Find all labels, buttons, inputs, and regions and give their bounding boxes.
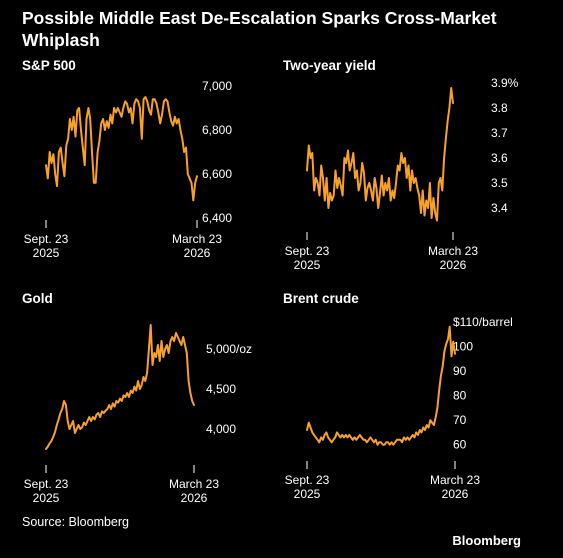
brent-crude-ytick-label-1: 70 bbox=[453, 413, 467, 427]
two-year-yield-ytick-label-4: 3.8 bbox=[491, 101, 508, 115]
brent-crude-ytick-label-3: 90 bbox=[453, 364, 467, 378]
gold-ytick-label-1: 4,500 bbox=[206, 382, 236, 396]
gold-xtick-year-1: 2026 bbox=[181, 491, 208, 505]
sp500-ytick-label-1: 6,600 bbox=[202, 167, 232, 181]
sp500-xtick-label-1: March 23 bbox=[172, 232, 222, 246]
gold-ytick-label-2: 5,000/oz bbox=[206, 342, 252, 356]
two-year-yield-series-line bbox=[306, 87, 454, 222]
brent-crude-xtick-year-1: 2026 bbox=[442, 487, 469, 501]
gold-panel: Gold Sept. 23 2025 March 23 2026 4,000 4,500 5… bbox=[22, 291, 272, 505]
sp500-title: S&P 500 bbox=[22, 58, 76, 73]
brent-crude-xtick-year-0: 2025 bbox=[294, 487, 321, 501]
chart-headline: Possible Middle East De-Escalation Spark… bbox=[22, 8, 497, 50]
source-note: Source: Bloomberg bbox=[22, 515, 130, 529]
sp500-ytick-label-0: 6,400 bbox=[202, 211, 232, 225]
brent-crude-ytick-label-0: 60 bbox=[453, 438, 467, 452]
two-year-yield-ytick-label-3: 3.7 bbox=[491, 126, 508, 140]
two-year-yield-ytick-label-2: 3.6 bbox=[491, 151, 508, 165]
brent-crude-xtick-label-0: Sept. 23 bbox=[285, 473, 330, 487]
brent-crude-panel: Brent crude Sept. 23 2025 March 23 2026 60 70… bbox=[283, 291, 543, 501]
gold-xtick-label-1: March 23 bbox=[169, 477, 219, 491]
brent-crude-title: Brent crude bbox=[283, 291, 359, 306]
sp500-ytick-label-2: 6,800 bbox=[202, 123, 232, 137]
gold-xtick-label-0: Sept. 23 bbox=[24, 477, 69, 491]
two-year-yield-ytick-label-1: 3.5 bbox=[491, 176, 508, 190]
two-year-yield-xtick-label-1: March 23 bbox=[428, 244, 478, 258]
gold-xtick-year-0: 2025 bbox=[33, 491, 60, 505]
gold-series-line bbox=[45, 324, 195, 450]
two-year-yield-title: Two-year yield bbox=[283, 58, 376, 73]
brand-logo: Bloomberg bbox=[452, 533, 521, 548]
two-year-yield-xtick-year-1: 2026 bbox=[440, 258, 467, 272]
brent-crude-ytick-label-4: 100 bbox=[453, 339, 473, 353]
sp500-panel: S&P 500 Sept. 23 2025 March 23 2026 6,400 6,6… bbox=[22, 58, 262, 268]
two-year-yield-xtick-label-0: Sept. 23 bbox=[285, 244, 330, 258]
sp500-ytick-label-3: 7,000 bbox=[202, 79, 232, 93]
sp500-xtick-year-1: 2026 bbox=[184, 246, 211, 260]
brent-crude-xtick-label-1: March 23 bbox=[430, 473, 480, 487]
brent-crude-ytick-label-2: 80 bbox=[453, 389, 467, 403]
two-year-yield-ytick-label-0: 3.4 bbox=[491, 201, 508, 215]
brent-crude-series-line bbox=[306, 325, 456, 446]
brent-crude-ytick-label-5: $110/barrel bbox=[453, 315, 513, 329]
sp500-series-line bbox=[45, 96, 198, 202]
sp500-xtick-label-0: Sept. 23 bbox=[24, 232, 69, 246]
gold-ytick-label-0: 4,000 bbox=[206, 422, 236, 436]
two-year-yield-panel: Two-year yield Sept. 23 2025 March 23 2026 3… bbox=[283, 58, 538, 272]
gold-title: Gold bbox=[22, 291, 53, 306]
two-year-yield-xtick-year-0: 2025 bbox=[294, 258, 321, 272]
two-year-yield-ytick-label-5: 3.9% bbox=[491, 76, 519, 90]
sp500-xtick-year-0: 2025 bbox=[33, 246, 60, 260]
